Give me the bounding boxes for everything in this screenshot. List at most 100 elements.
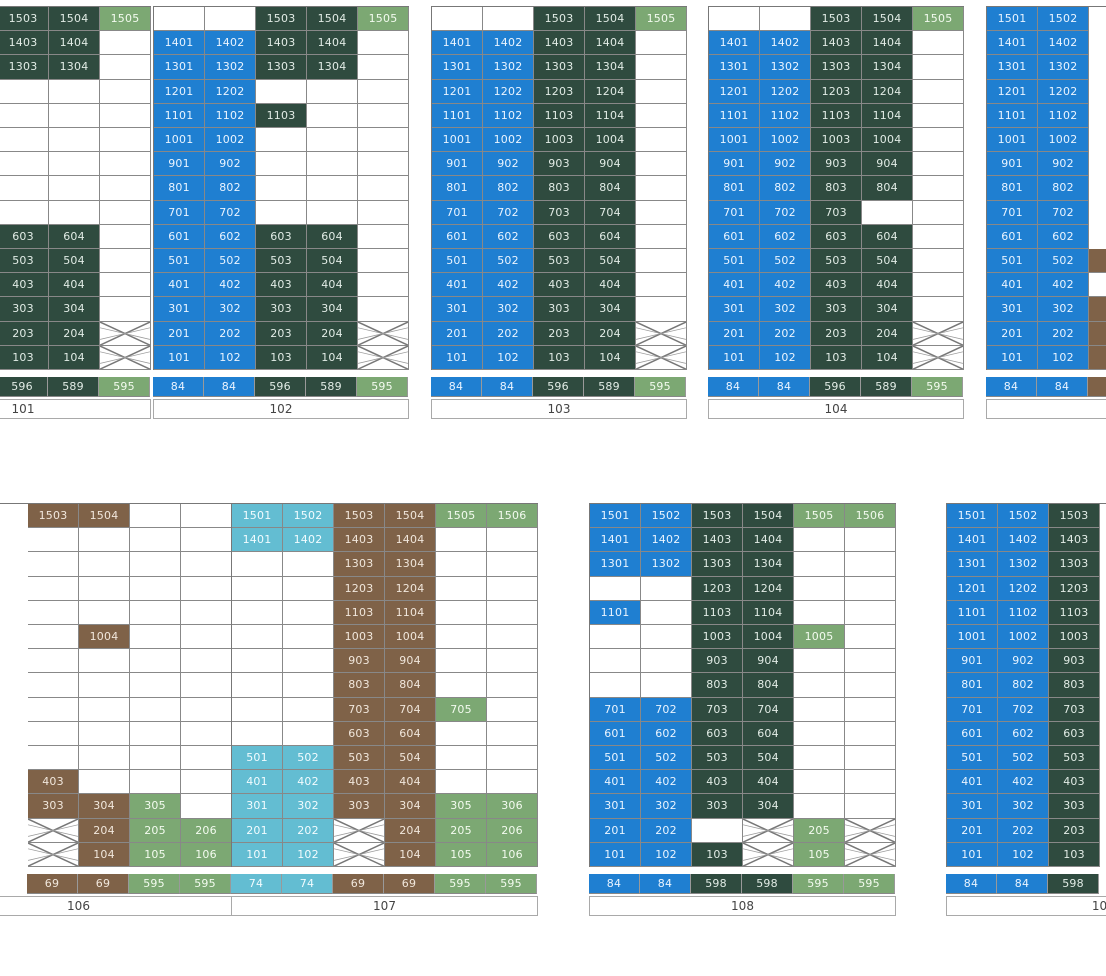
unit-cell (760, 7, 811, 32)
unit-cell: 1003 (1049, 625, 1100, 650)
unit-cell: 403 (811, 273, 862, 298)
unit-cell: 202 (641, 818, 692, 843)
unit-cell: 1204 (743, 576, 794, 601)
unit-cell (436, 673, 487, 698)
unit-cell: 503 (0, 249, 49, 274)
unit-cell: 904 (862, 152, 913, 177)
unit-cell: 203 (1049, 818, 1100, 843)
unit-cell: 1202 (205, 79, 256, 104)
unit-cell: 502 (760, 249, 811, 274)
unit-cell: 206 (487, 818, 538, 843)
unit-cell: 1001 (947, 625, 998, 650)
unit-cell (641, 649, 692, 674)
unit-cell: 103 (0, 345, 49, 370)
unit-cell: 702 (998, 697, 1049, 722)
unit-cell: 701 (432, 200, 483, 225)
unit-cell (232, 625, 283, 650)
area-cell: 69 (78, 874, 129, 894)
unit-cell (845, 673, 896, 698)
unit-cell: 504 (585, 249, 636, 274)
unit-cell: 403 (0, 273, 49, 298)
unit-cell: 801 (987, 176, 1038, 201)
unit-cell: 205 (436, 818, 487, 843)
unit-cell (436, 625, 487, 650)
unit-cell (436, 576, 487, 601)
unit-cell: 802 (1038, 176, 1089, 201)
unit-cell (28, 552, 79, 577)
unit-cell (845, 649, 896, 674)
unit-cell: 601 (709, 224, 760, 249)
unit-cell: 804 (862, 176, 913, 201)
unit-cell: 1103 (692, 600, 743, 625)
unit-cell: 1101 (947, 600, 998, 625)
unit-cell: 1202 (1038, 79, 1089, 104)
unit-cell: 1404 (307, 31, 358, 56)
unit-cell: 1203 (334, 576, 385, 601)
unit-cell: 901 (947, 649, 998, 674)
unit-cell (232, 673, 283, 698)
unit-cell: 303 (28, 794, 79, 819)
unit-cell (100, 55, 151, 80)
unit-cell (79, 770, 130, 795)
unit-cell: 1501 (987, 7, 1038, 32)
unit-cell: 1201 (432, 79, 483, 104)
unit-cell (256, 200, 307, 225)
unit-cell: 104 (307, 345, 358, 370)
unit-cell: 1001 (432, 128, 483, 153)
unit-cell: 902 (483, 152, 534, 177)
unit-cell: 1203 (1049, 576, 1100, 601)
building-label: 101 (0, 399, 151, 419)
unit-cell: 401 (232, 770, 283, 795)
unit-cell: 903 (334, 649, 385, 674)
unit-cell: 103 (1049, 842, 1100, 867)
unit-cell: 1401 (232, 528, 283, 553)
unit-cell: 1103 (534, 103, 585, 128)
unit-cell (181, 697, 232, 722)
area-cell: 596 (255, 377, 306, 397)
unit-cell: 602 (760, 224, 811, 249)
unit-cell: 304 (862, 297, 913, 322)
unit-cell: 703 (534, 200, 585, 225)
unit-cell (636, 249, 687, 274)
unit-cell (436, 649, 487, 674)
unit-cell (49, 200, 100, 225)
unit-cell: 1302 (483, 55, 534, 80)
unit-cell: 1303 (534, 55, 585, 80)
unit-cell: 701 (987, 200, 1038, 225)
unit-cell (487, 600, 538, 625)
unit-cell: 1304 (585, 55, 636, 80)
unit-cell: 1402 (483, 31, 534, 56)
unit-cell: 1506 (487, 504, 538, 529)
unit-cell: 802 (760, 176, 811, 201)
unit-cell: 1403 (256, 31, 307, 56)
unit-cell (913, 297, 964, 322)
area-cell: 595 (180, 874, 231, 894)
unit-cell: 1003 (811, 128, 862, 153)
unit-cell (487, 746, 538, 771)
unit-cell: 1304 (743, 552, 794, 577)
unit-cell (256, 176, 307, 201)
unavailable-unit-cell (334, 842, 385, 867)
unit-cell: 1504 (79, 504, 130, 529)
unit-cell (862, 200, 913, 225)
unit-cell (130, 600, 181, 625)
unit-cell: 402 (205, 273, 256, 298)
unit-cell: 1402 (283, 528, 334, 553)
unit-cell: 502 (1038, 249, 1089, 274)
unit-cell (307, 176, 358, 201)
unit-cell (794, 528, 845, 553)
unit-cell: 1504 (862, 7, 913, 32)
unit-cell: 602 (205, 224, 256, 249)
unit-cell: 1503 (0, 7, 49, 32)
unit-cell: 704 (743, 697, 794, 722)
unit-cell (0, 200, 49, 225)
area-row: 84 84 596 589 595 (153, 377, 408, 397)
unit-cell: 202 (283, 818, 334, 843)
unit-grid: 1503 1504 1505 1403 1404 1303 1304 603 604 503 504… (0, 6, 151, 370)
unit-cell: 1202 (483, 79, 534, 104)
unit-cell (79, 552, 130, 577)
unit-cell: 1001 (154, 128, 205, 153)
unit-cell: 1301 (590, 552, 641, 577)
unit-cell: 603 (692, 721, 743, 746)
unit-cell (913, 249, 964, 274)
